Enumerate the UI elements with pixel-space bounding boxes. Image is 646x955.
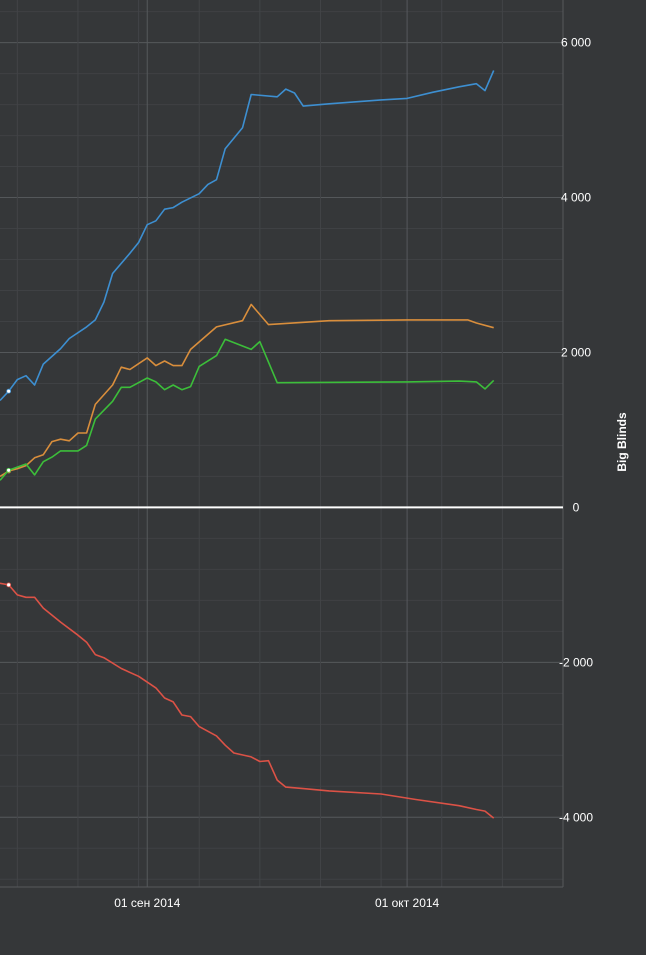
series-marker-1	[6, 388, 12, 394]
series-marker-3	[6, 467, 12, 473]
series-line-2	[0, 303, 494, 478]
x-tick-label: 01 окт 2014	[375, 896, 440, 910]
series-line-1	[0, 70, 495, 402]
x-tick-label: 01 сен 2014	[114, 896, 180, 910]
y-tick-label: 4 000	[561, 191, 591, 205]
y-tick-label: -4 000	[559, 810, 593, 824]
y-tick-label: -2 000	[559, 655, 593, 669]
grid	[0, 0, 564, 888]
y-tick-label: 6 000	[561, 36, 591, 50]
x-axis: 01 сен 2014 01 окт 2014	[114, 896, 439, 910]
series-group	[0, 70, 495, 819]
series-marker-4	[6, 582, 12, 588]
y-axis-title: Big Blinds	[615, 412, 629, 472]
y-axis: 6 000 4 000 2 000 0 -2 000 -4 000	[559, 36, 593, 825]
series-line-4	[0, 582, 495, 819]
series-line-3	[0, 338, 495, 481]
y-tick-label: 2 000	[561, 345, 591, 359]
y-tick-label: 0	[573, 500, 580, 514]
